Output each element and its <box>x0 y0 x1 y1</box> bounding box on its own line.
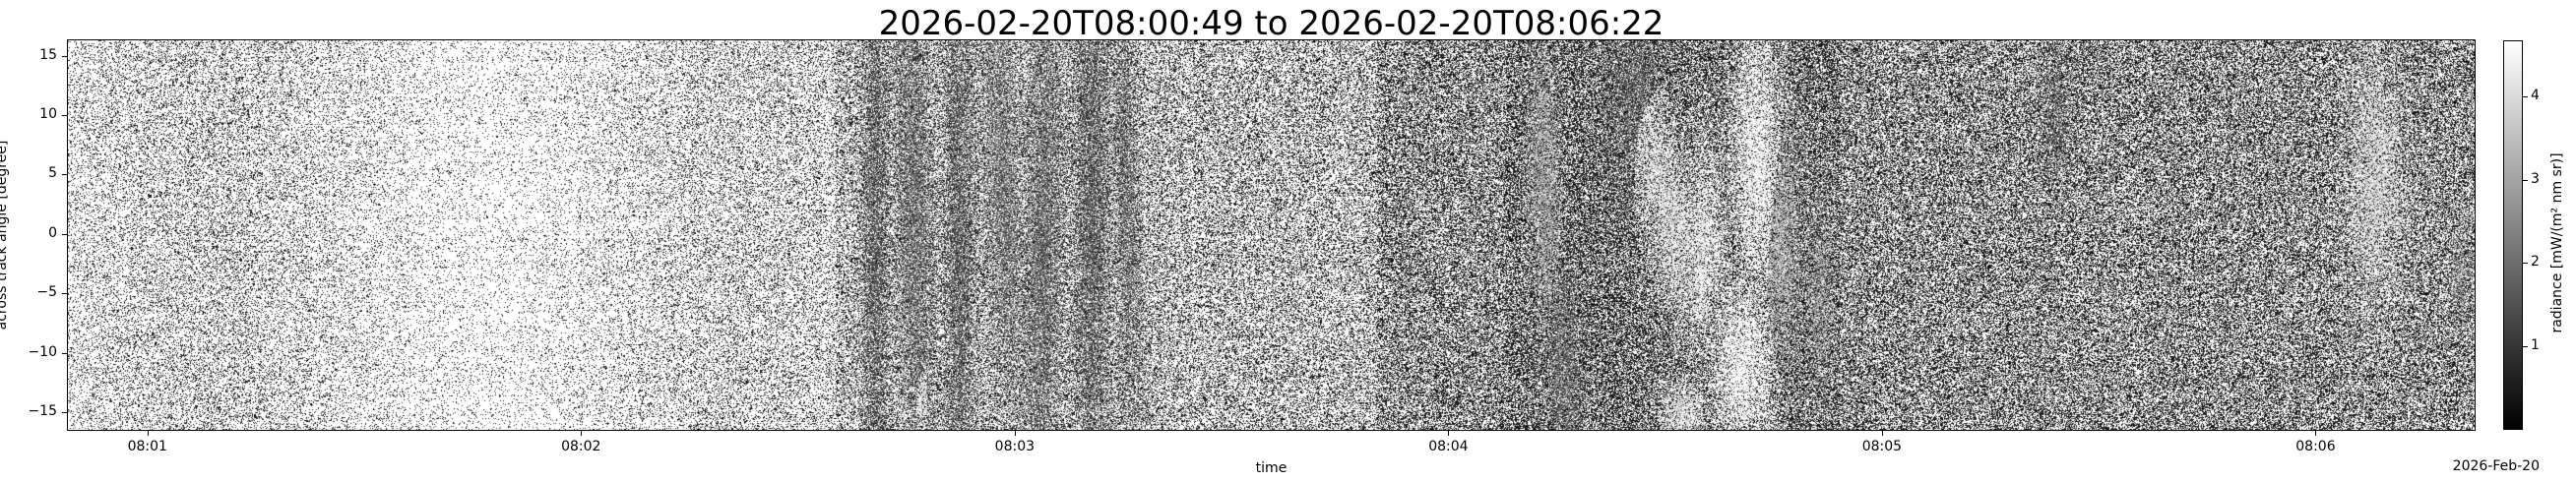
chart-title: 2026-02-20T08:00:49 to 2026-02-20T08:06:… <box>878 4 1665 43</box>
y-tick-label: 15 <box>39 46 57 63</box>
y-tick <box>62 411 68 413</box>
colorbar-tick <box>2523 346 2528 348</box>
colorbar-tick-label: 2 <box>2531 254 2540 271</box>
colorbar-tick <box>2523 263 2528 265</box>
y-axis-label: across track angle [degree] <box>0 140 10 331</box>
colorbar-tick <box>2523 95 2528 97</box>
colorbar-tick-label: 4 <box>2531 87 2540 103</box>
y-tick-label: 10 <box>39 106 57 123</box>
x-tick-label: 08:06 <box>2295 439 2336 454</box>
y-tick-label: −15 <box>28 402 57 419</box>
y-tick-label: 5 <box>48 165 57 182</box>
x-axis-offset-date: 2026-Feb-20 <box>2452 458 2540 474</box>
colorbar-tick-label: 3 <box>2531 170 2540 187</box>
y-tick <box>62 55 68 57</box>
y-tick <box>62 293 68 295</box>
plot-area <box>68 40 2475 430</box>
colorbar-tick-label: 1 <box>2531 337 2540 354</box>
x-tick <box>1881 430 1883 436</box>
x-tick-label: 08:05 <box>1861 439 1903 454</box>
y-tick <box>62 174 68 176</box>
y-tick-label: 0 <box>48 224 57 241</box>
x-tick <box>581 430 583 436</box>
y-tick-label: −5 <box>36 284 57 301</box>
colorbar <box>2503 40 2523 430</box>
x-tick <box>1014 430 1016 436</box>
colorbar-tick <box>2523 179 2528 181</box>
x-tick <box>147 430 149 436</box>
x-tick <box>1448 430 1450 436</box>
x-axis-label: time <box>1255 460 1288 476</box>
x-tick <box>2315 430 2317 436</box>
y-tick <box>62 115 68 117</box>
radiance-heatmap <box>68 40 2475 430</box>
x-tick-label: 08:03 <box>994 439 1036 454</box>
x-tick-label: 08:04 <box>1428 439 1469 454</box>
x-tick-label: 08:01 <box>127 439 167 454</box>
y-tick <box>62 233 68 235</box>
y-tick <box>62 352 68 354</box>
y-tick-label: −10 <box>28 343 57 360</box>
colorbar-label: radiance [mW/(m² nm sr)] <box>2549 152 2565 333</box>
x-tick-label: 08:02 <box>561 439 601 454</box>
